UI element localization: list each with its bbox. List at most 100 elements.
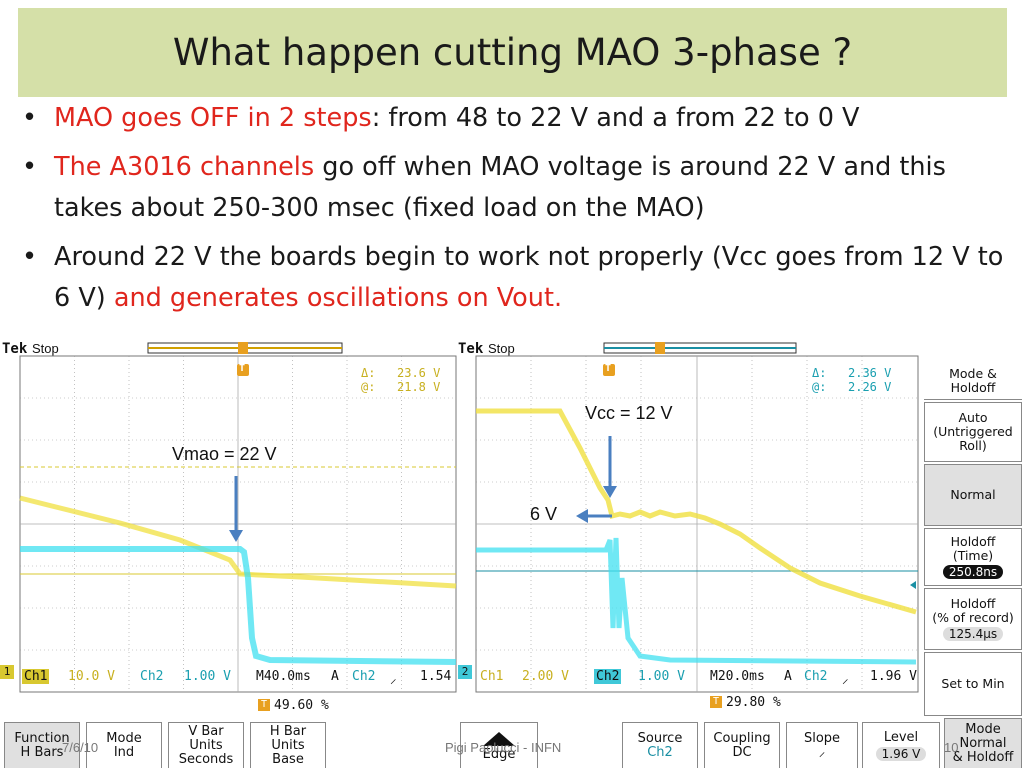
ch1-label: Ch1 <box>22 669 50 684</box>
trigger-slope-icon: ⸝ <box>842 672 849 687</box>
function-label: Function <box>14 730 70 746</box>
slope-button[interactable]: Slope ⸝ <box>786 722 858 768</box>
mode-holdoff-button[interactable]: Mode Normal & Holdoff <box>944 718 1022 768</box>
cursor-delta-value: 23.6 V <box>397 366 441 380</box>
trigger-position: 29.80 % <box>726 695 781 710</box>
ch2-marker: 2 <box>458 665 472 679</box>
scope-screenshot-left: Tek Stop T Δ: 23.6 V @: 21.8 V Vmao = 22… <box>0 338 460 718</box>
trigger-type-label: Edge <box>482 746 516 762</box>
trigger-mode: A <box>331 669 339 684</box>
set-to-min-label: Set to Min <box>941 676 1005 691</box>
coupling-label: Coupling <box>713 730 771 746</box>
coupling-value: DC <box>732 744 752 760</box>
scope-screenshot-right: Tek Stop T Δ: 2.36 V @: 2.26 V Vcc = 12 … <box>458 338 924 718</box>
h-bar-label: Units <box>271 737 305 753</box>
cursor-at-label: @: <box>361 380 376 394</box>
ch2-scale: 1.00 V <box>638 669 685 684</box>
holdoff-time-label: Holdoff <box>950 534 996 549</box>
trigger-source: Ch2 <box>352 669 376 684</box>
h-bar-label: Base <box>272 751 304 767</box>
bullet-red-text: MAO goes OFF in 2 steps <box>54 103 372 133</box>
scope-brand: Tek <box>2 341 28 357</box>
trigger-slope-icon: ⸝ <box>390 672 397 687</box>
function-label: H Bars <box>20 744 64 760</box>
timebase: M20.0ms <box>710 669 765 684</box>
coupling-button[interactable]: Coupling DC <box>704 722 780 768</box>
mode-holdoff-label: Mode <box>965 721 1001 737</box>
bullet-item: • The A3016 channels go off when MAO vol… <box>18 147 1008 229</box>
holdoff-record-label: Holdoff <box>950 596 996 611</box>
cursor-at-label: @: <box>812 380 827 394</box>
cursor-delta-value: 2.36 V <box>848 366 892 380</box>
menu-header-line: Mode & <box>949 365 997 381</box>
bullet-item: • MAO goes OFF in 2 steps: from 48 to 22… <box>18 98 1008 139</box>
trigger-mode: A <box>784 669 792 684</box>
trigger-level: 1.54 <box>420 669 452 684</box>
h-bar-units-button[interactable]: H Bar Units Base <box>250 722 326 768</box>
trigger-position-marker: T <box>710 696 722 708</box>
scope-status: Stop <box>488 341 515 356</box>
source-value: Ch2 <box>647 744 673 760</box>
mode-button[interactable]: Mode Ind <box>86 722 162 768</box>
annotation-vcc: Vcc = 12 V <box>585 403 673 423</box>
source-button[interactable]: Source Ch2 <box>622 722 698 768</box>
v-bar-units-button[interactable]: V Bar Units Seconds <box>168 722 244 768</box>
mode-label: Mode <box>106 730 142 746</box>
ch2-scale: 1.00 V <box>184 669 231 684</box>
mode-label: Ind <box>113 744 135 760</box>
holdoff-record-label: (% of record) <box>932 610 1014 625</box>
normal-button[interactable]: Normal <box>924 464 1022 526</box>
bullet-dot: • <box>22 242 38 272</box>
annotation-6v: 6 V <box>530 504 558 524</box>
slope-label: Slope <box>803 730 841 746</box>
trigger-level: 1.96 V <box>870 669 917 684</box>
menu-header-line: Holdoff <box>950 379 996 395</box>
cursor-at-value: 2.26 V <box>848 380 892 394</box>
edge-icon <box>483 731 515 746</box>
bullet-red-text: and generates oscillations on Vout. <box>113 283 563 313</box>
source-label: Source <box>637 730 683 746</box>
normal-label: Normal <box>950 487 996 502</box>
trigger-source: Ch2 <box>804 669 828 684</box>
bullet-dot: • <box>22 152 38 182</box>
trigger-marker: T <box>605 363 612 374</box>
scope-bottom-menu: Function H Bars Mode Ind V Bar Units Sec… <box>0 718 1024 768</box>
bullet-dot: • <box>22 103 38 133</box>
level-button[interactable]: Level 1.96 V <box>862 722 940 768</box>
scope-brand: Tek <box>458 341 484 357</box>
auto-untriggered-button[interactable]: Auto (Untriggered Roll) <box>924 402 1022 462</box>
trigger-position-marker: T <box>258 699 270 711</box>
ch2-label: Ch2 <box>140 669 164 684</box>
holdoff-record-value: 125.4µs <box>942 627 1004 641</box>
ch1-scale: 10.0 V <box>68 669 115 684</box>
slide-title: What happen cutting MAO 3-phase ? <box>172 31 853 74</box>
set-to-min-button[interactable]: Set to Min <box>924 652 1022 716</box>
level-value: 1.96 V <box>875 746 927 761</box>
cursor-delta-label: Δ: <box>812 366 827 380</box>
scope-status: Stop <box>32 341 59 356</box>
auto-label: (Untriggered <box>933 424 1013 439</box>
holdoff-time-button[interactable]: Holdoff (Time) 250.8ns <box>924 528 1022 586</box>
footer-page-number: 10 <box>944 740 959 755</box>
bullet-text: : from 48 to 22 V and a from 22 to 0 V <box>371 103 860 133</box>
cursor-delta-label: Δ: <box>361 366 376 380</box>
slide-title-bar: What happen cutting MAO 3-phase ? <box>18 8 1007 97</box>
ch1-marker: 1 <box>0 665 14 679</box>
timebase: M40.0ms <box>256 669 311 684</box>
ch2-label: Ch2 <box>594 669 622 684</box>
level-label: Level <box>883 729 919 745</box>
menu-header: Mode & Holdoff <box>924 362 1022 400</box>
holdoff-time-value: 250.8ns <box>942 565 1004 579</box>
auto-label: Auto <box>958 410 988 425</box>
function-button[interactable]: Function H Bars <box>4 722 80 768</box>
holdoff-record-button[interactable]: Holdoff (% of record) 125.4µs <box>924 588 1022 650</box>
cursor-at-value: 21.8 V <box>397 380 441 394</box>
trigger-position: 49.60 % <box>274 698 329 713</box>
v-bar-label: V Bar <box>188 723 224 739</box>
mode-holdoff-label: Normal <box>959 735 1007 751</box>
v-bar-label: Seconds <box>178 751 234 767</box>
ch1-scale: 2.00 V <box>522 669 569 684</box>
bullet-list: • MAO goes OFF in 2 steps: from 48 to 22… <box>18 98 1008 327</box>
trigger-type-button[interactable]: Edge <box>460 722 538 768</box>
footer-author: Pigi Paolucci - INFN <box>445 740 562 755</box>
